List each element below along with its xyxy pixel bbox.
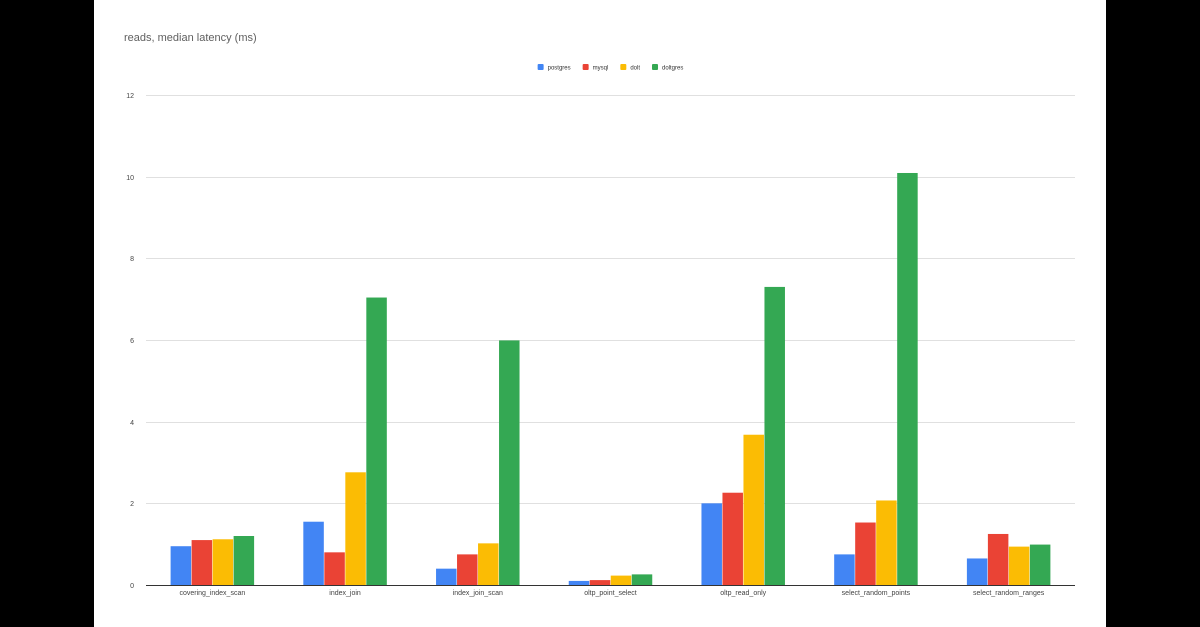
bar-dolt-select_random_points: [876, 500, 897, 585]
legend-item-doltgres: doltgres: [652, 64, 683, 72]
y-tick-label: 4: [130, 420, 134, 427]
x-tick-label: select_random_ranges: [973, 590, 1045, 597]
bar-mysql-select_random_ranges: [987, 533, 1009, 585]
x-tick-label: oltp_point_select: [584, 590, 637, 597]
x-tick-label: oltp_read_only: [720, 590, 766, 597]
bar-dolt-oltp_point_select: [610, 575, 632, 585]
bar-doltgres-oltp_read_only: [764, 286, 785, 585]
bar-doltgres-covering_index_scan: [233, 536, 255, 585]
legend-swatch: [620, 64, 627, 70]
bar-dolt-index_join_scan: [478, 543, 499, 585]
bar-mysql-select_random_points: [855, 522, 876, 585]
grid-layer: [146, 95, 1075, 504]
y-tick-label: 0: [130, 583, 134, 590]
bar-doltgres-index_join_scan: [499, 340, 520, 585]
legend-item-postgres: postgres: [537, 64, 571, 72]
legend-swatch: [652, 64, 659, 70]
y-tick-label: 12: [126, 93, 134, 100]
legend-label: dolt: [630, 66, 640, 72]
x-tick-label: index_join_scan: [453, 590, 503, 597]
bar-postgres-select_random_ranges: [966, 558, 988, 585]
bars-layer: [170, 172, 1051, 586]
bar-chart: reads, median latency (ms) postgres mysql…: [124, 32, 1075, 597]
bar-postgres-index_join_scan: [436, 568, 457, 585]
y-axis-ticks: 0 2 4 6 8 10 12: [126, 93, 134, 590]
legend-item-dolt: dolt: [620, 64, 640, 72]
x-tick-label: select_random_points: [842, 590, 911, 597]
bar-mysql-index_join: [324, 552, 345, 585]
chart-title: reads, median latency (ms): [124, 32, 257, 44]
y-tick-label: 8: [130, 256, 134, 263]
bar-doltgres-index_join: [366, 297, 387, 585]
bar-mysql-oltp_point_select: [589, 580, 611, 585]
bar-dolt-select_random_ranges: [1008, 546, 1030, 585]
bar-postgres-oltp_point_select: [568, 580, 590, 585]
bar-postgres-index_join: [303, 521, 324, 585]
bar-mysql-oltp_read_only: [722, 492, 743, 585]
bar-postgres-select_random_points: [834, 554, 855, 586]
legend-item-mysql: mysql: [582, 64, 609, 72]
bar-mysql-index_join_scan: [457, 554, 478, 586]
legend-label: doltgres: [662, 66, 683, 72]
x-tick-label: index_join: [329, 590, 361, 597]
bar-dolt-index_join: [345, 472, 366, 585]
y-tick-label: 2: [130, 501, 134, 508]
bar-doltgres-select_random_points: [897, 172, 918, 586]
bar-doltgres-select_random_ranges: [1029, 544, 1051, 585]
bar-dolt-covering_index_scan: [212, 539, 234, 585]
legend-swatch: [537, 64, 544, 70]
legend-label: postgres: [548, 66, 571, 72]
bar-mysql-covering_index_scan: [191, 540, 213, 585]
bar-dolt-oltp_read_only: [743, 434, 764, 585]
y-tick-label: 10: [126, 175, 134, 182]
bar-doltgres-oltp_point_select: [631, 574, 653, 585]
bar-postgres-covering_index_scan: [170, 546, 192, 585]
y-tick-label: 6: [130, 338, 134, 345]
x-axis-ticks: covering_index_scan index_join index_join_…: [179, 590, 1044, 597]
chart-panel: reads, median latency (ms) postgres mysql…: [94, 0, 1106, 627]
legend-label: mysql: [593, 66, 609, 72]
x-tick-label: covering_index_scan: [179, 590, 245, 597]
legend-swatch: [582, 64, 589, 70]
bar-postgres-oltp_read_only: [701, 503, 722, 585]
legend: postgres mysql dolt doltgres: [537, 64, 683, 72]
